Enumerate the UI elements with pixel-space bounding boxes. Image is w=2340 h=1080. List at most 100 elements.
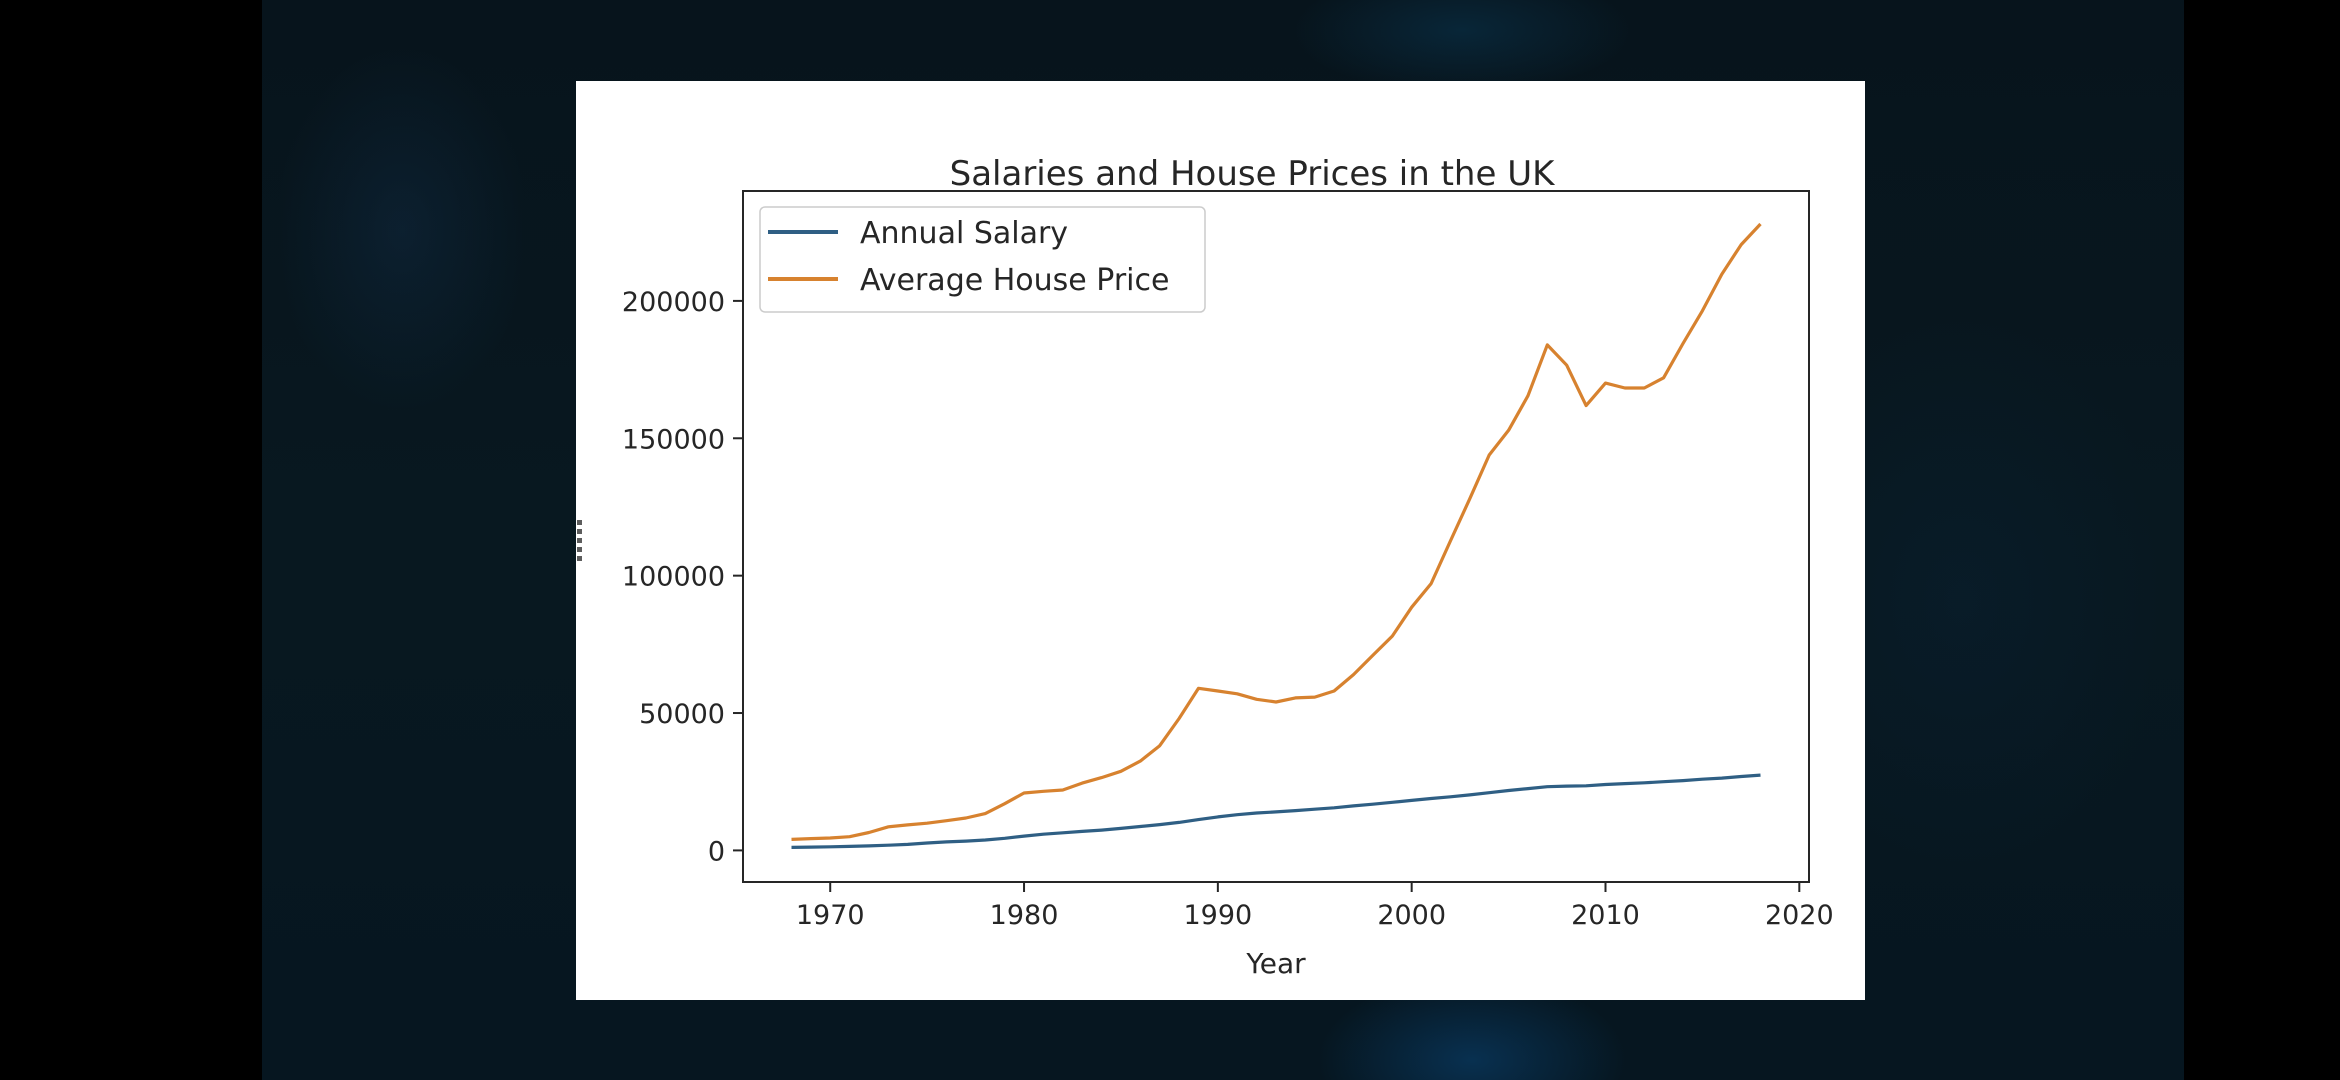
data-point-annual-salary-1996 [1333,806,1336,809]
data-point-annual-salary-2014 [1682,779,1685,782]
data-point-annual-salary-2015 [1701,778,1704,781]
data-point-average-house-price-2010 [1604,382,1607,385]
data-point-average-house-price-2007 [1546,343,1549,346]
data-point-annual-salary-1975 [926,842,929,845]
y-tick-label-0: 0 [708,836,725,867]
data-point-average-house-price-1994 [1294,696,1297,699]
data-point-average-house-price-1986 [1139,760,1142,763]
data-point-annual-salary-1981 [1042,833,1045,836]
data-point-average-house-price-1975 [926,822,929,825]
data-point-annual-salary-2012 [1643,781,1646,784]
data-point-average-house-price-1976 [945,819,948,822]
data-point-average-house-price-1996 [1333,690,1336,693]
data-point-annual-salary-1979 [1003,837,1006,840]
data-point-average-house-price-2013 [1662,376,1665,379]
data-point-average-house-price-2012 [1643,387,1646,390]
data-point-annual-salary-1991 [1236,813,1239,816]
data-point-average-house-price-2015 [1701,309,1704,312]
data-point-annual-salary-2013 [1662,780,1665,783]
data-point-average-house-price-1978 [984,812,987,815]
data-point-average-house-price-1970 [829,837,832,840]
data-point-annual-salary-2011 [1623,782,1626,785]
data-point-average-house-price-1973 [887,825,890,828]
data-point-average-house-price-2008 [1565,364,1568,367]
data-point-annual-salary-2008 [1565,785,1568,788]
data-point-annual-salary-1968 [790,846,793,849]
data-point-annual-salary-1989 [1197,818,1200,821]
legend: Annual Salary Average House Price [759,206,1206,313]
data-point-average-house-price-1971 [848,835,851,838]
data-point-average-house-price-2004 [1488,454,1491,457]
data-point-annual-salary-2005 [1507,789,1510,792]
data-point-average-house-price-1982 [1061,789,1064,792]
data-point-annual-salary-2006 [1527,787,1530,790]
data-point-average-house-price-2009 [1585,404,1588,407]
x-tick-label-2020: 2020 [1765,900,1834,931]
data-point-annual-salary-1969 [809,846,812,849]
data-point-average-house-price-1990 [1216,690,1219,693]
data-point-average-house-price-2005 [1507,429,1510,432]
series-layer [790,222,1762,849]
data-point-annual-salary-1974 [906,843,909,846]
data-point-annual-salary-2017 [1740,775,1743,778]
data-point-average-house-price-2018 [1759,223,1762,226]
data-point-average-house-price-2014 [1682,342,1685,345]
data-point-average-house-price-1993 [1275,701,1278,704]
data-point-average-house-price-1980 [1023,792,1026,795]
data-point-average-house-price-2011 [1623,387,1626,390]
data-point-average-house-price-2016 [1720,273,1723,276]
data-point-annual-salary-2016 [1720,777,1723,780]
data-point-annual-salary-1995 [1313,808,1316,811]
data-point-average-house-price-2002 [1449,540,1452,543]
x-tick-label-2000: 2000 [1377,900,1446,931]
x-axis-label: Year [1245,947,1306,980]
data-point-average-house-price-1998 [1371,654,1374,657]
x-tick-label-1990: 1990 [1183,900,1252,931]
data-point-average-house-price-1987 [1158,744,1161,747]
data-point-average-house-price-1983 [1081,782,1084,785]
data-point-annual-salary-1976 [945,840,948,843]
data-point-average-house-price-1981 [1042,790,1045,793]
data-point-average-house-price-2001 [1430,582,1433,585]
data-point-average-house-price-1999 [1391,635,1394,638]
data-point-average-house-price-2000 [1410,606,1413,609]
series-line-average-house-price [791,222,1762,841]
y-tick-label-200000: 200000 [622,287,725,318]
data-point-average-house-price-1995 [1313,696,1316,699]
x-axis: 1970 1980 1990 2000 2010 2020 [796,882,1834,931]
data-point-average-house-price-1992 [1255,698,1258,701]
x-tick-label-1970: 1970 [796,900,865,931]
series-line-annual-salary [791,773,1761,849]
data-point-annual-salary-1993 [1275,810,1278,813]
data-point-annual-salary-1980 [1023,835,1026,838]
y-tick-label-50000: 50000 [639,699,725,730]
legend-label-annual-salary: Annual Salary [860,216,1068,251]
data-point-annual-salary-2002 [1449,795,1452,798]
data-point-annual-salary-1986 [1139,825,1142,828]
data-point-annual-salary-2001 [1430,797,1433,800]
data-point-average-house-price-1985 [1119,770,1122,773]
figure-panel: Salaries and House Prices in the UK 1970… [576,81,1865,1000]
data-point-annual-salary-2004 [1488,791,1491,794]
data-point-annual-salary-2007 [1546,785,1549,788]
data-point-average-house-price-2003 [1468,497,1471,500]
line-chart: Salaries and House Prices in the UK 1970… [622,154,1834,980]
data-point-average-house-price-1974 [906,823,909,826]
data-point-average-house-price-1968 [790,838,793,841]
legend-label-average-house-price: Average House Price [860,263,1169,298]
data-point-annual-salary-2003 [1468,793,1471,796]
y-tick-label-150000: 150000 [622,424,725,455]
data-point-annual-salary-2009 [1585,784,1588,787]
data-point-annual-salary-1970 [829,845,832,848]
x-tick-label-1980: 1980 [990,900,1059,931]
data-point-annual-salary-1971 [848,845,851,848]
data-point-annual-salary-1997 [1352,804,1355,807]
data-point-annual-salary-1988 [1178,821,1181,824]
chart-title: Salaries and House Prices in the UK [950,154,1556,194]
data-point-annual-salary-2010 [1604,783,1607,786]
data-point-annual-salary-1973 [887,844,890,847]
data-point-average-house-price-1979 [1003,802,1006,805]
data-point-annual-salary-1984 [1100,829,1103,832]
data-point-average-house-price-2017 [1740,243,1743,246]
axes-frame [742,190,1810,883]
